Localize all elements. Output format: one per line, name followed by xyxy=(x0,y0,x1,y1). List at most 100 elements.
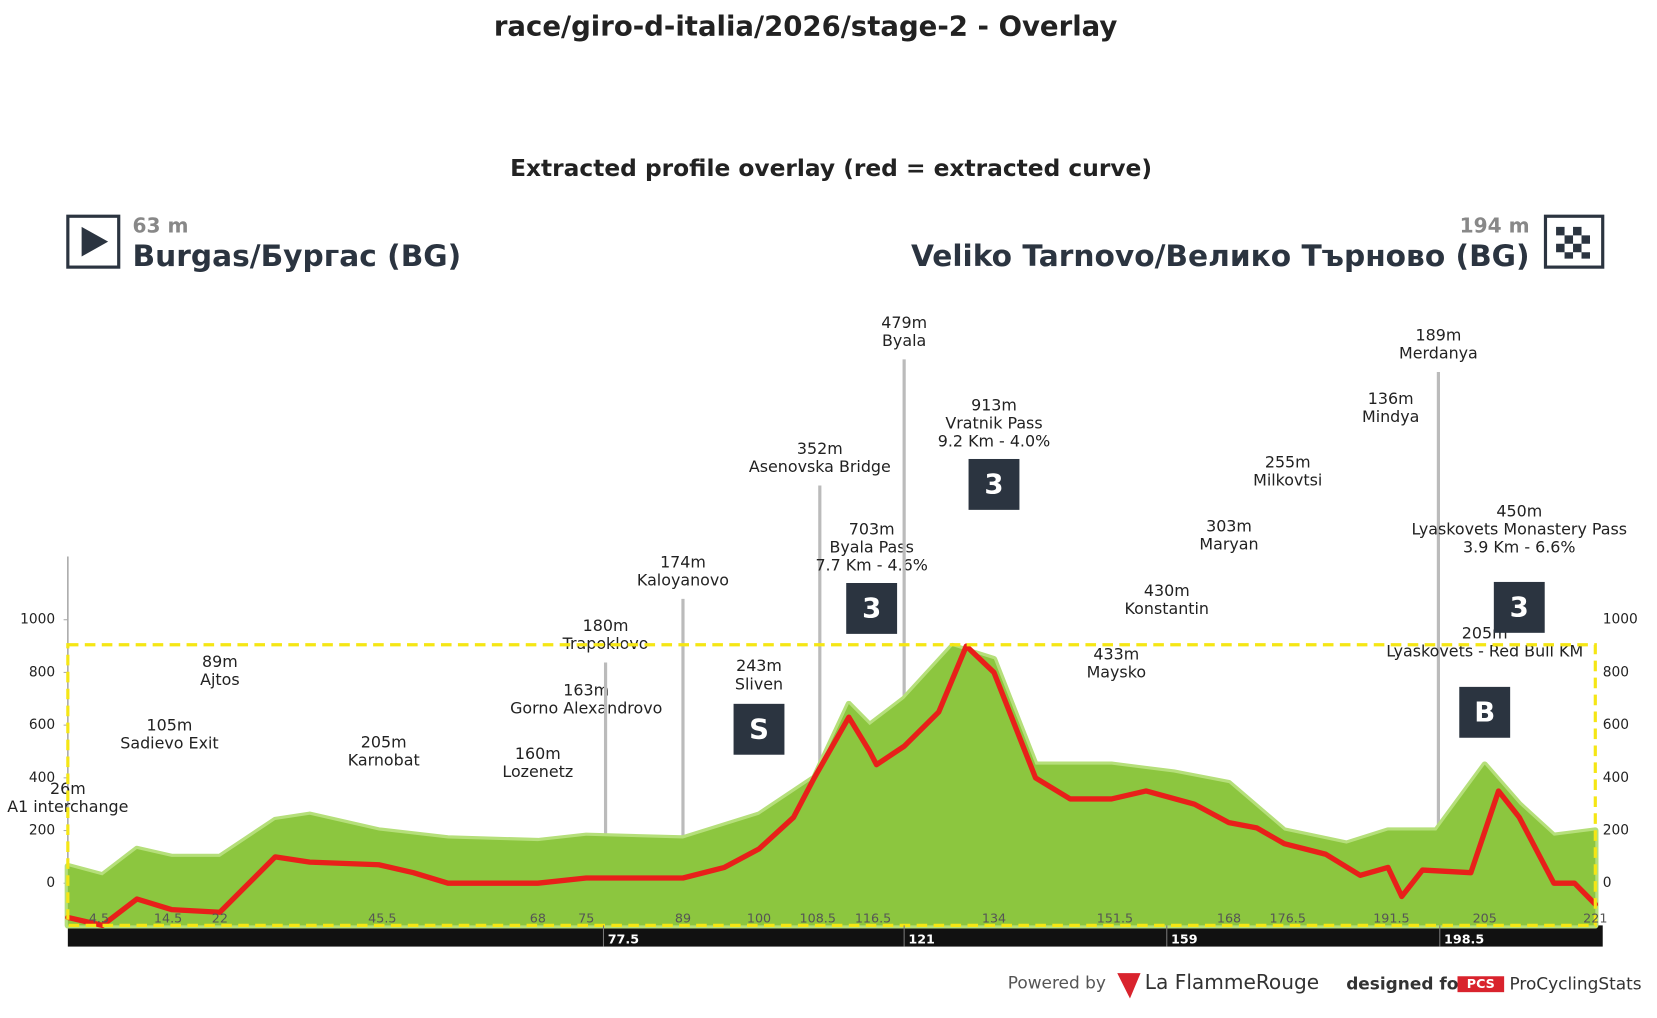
y-tick-label-right: 600 xyxy=(1603,717,1629,733)
x-tick-label: 151.5 xyxy=(1097,911,1133,926)
y-tick-label-right: 400 xyxy=(1603,770,1629,786)
footer-brand: La FlammeRouge xyxy=(1145,970,1319,994)
waypoint-elevation: 105m xyxy=(147,716,193,735)
waypoint-name: Byala Pass xyxy=(829,538,913,557)
x-tick-label: 205 xyxy=(1473,911,1497,926)
y-tick-label-right: 200 xyxy=(1603,823,1629,839)
y-tick-label-right: 1000 xyxy=(1603,612,1638,628)
waypoint-elevation: 26m xyxy=(50,779,86,798)
waypoint-icon xyxy=(1493,581,1545,633)
waypoint-elevation: 430m xyxy=(1144,581,1190,600)
waypoint-icon xyxy=(846,582,898,634)
waypoint-elevation: 243m xyxy=(736,656,782,675)
waypoint-icon-label: 3 xyxy=(1510,591,1529,623)
waypoint-detail: 3.9 Km - 6.6% xyxy=(1463,538,1575,557)
waypoint-icon xyxy=(968,458,1020,510)
x-tick-label: 176.5 xyxy=(1270,911,1306,926)
waypoint-detail: 7.7 Km - 4.6% xyxy=(815,556,927,575)
bar-tick-label: 121 xyxy=(908,932,935,947)
x-tick-label: 68 xyxy=(530,911,546,926)
start-arrow xyxy=(81,226,109,257)
x-tick-label: 134 xyxy=(982,911,1006,926)
finish-altitude: 194 m xyxy=(1460,213,1530,237)
y-tick-label: 0 xyxy=(46,875,55,891)
waypoint-name: Konstantin xyxy=(1125,599,1209,618)
waypoint-name: Gorno Alexandrovo xyxy=(510,699,662,718)
y-tick-label: 1000 xyxy=(20,612,55,628)
waypoint-name: Merdanya xyxy=(1399,344,1478,363)
waypoint-name: Sadievo Exit xyxy=(120,734,218,753)
bar-tick-label: 77.5 xyxy=(608,932,639,947)
waypoint-elevation: 913m xyxy=(971,395,1017,414)
bar-tick-label: 159 xyxy=(1171,932,1198,947)
x-tick-label: 22 xyxy=(212,911,228,926)
waypoint-name: Vratnik Pass xyxy=(945,413,1042,432)
y-tick-label: 800 xyxy=(29,664,55,680)
profile-fill xyxy=(67,646,1596,926)
x-tick-label: 191.5 xyxy=(1373,911,1409,926)
waypoint-name: Maryan xyxy=(1199,534,1258,553)
y-tick-label-right: 0 xyxy=(1603,875,1612,891)
x-tick-label: 89 xyxy=(675,911,691,926)
finish-flag xyxy=(1556,226,1590,259)
waypoint-icon-label: B xyxy=(1474,696,1495,728)
page-title: race/giro-d-italia/2026/stage-2 - Overla… xyxy=(494,11,1118,43)
waypoint-icon xyxy=(733,703,785,755)
x-tick-label: 4.5 xyxy=(89,911,109,926)
waypoint-elevation: 450m xyxy=(1496,501,1542,520)
y-tick-label: 200 xyxy=(29,823,55,839)
waypoint-name: A1 interchange xyxy=(7,797,128,816)
y-tick-label: 600 xyxy=(29,717,55,733)
start-altitude: 63 m xyxy=(133,213,189,237)
x-tick-label: 221 xyxy=(1583,911,1607,926)
waypoint-name: Ajtos xyxy=(200,670,240,689)
y-tick-label-right: 800 xyxy=(1603,664,1629,680)
x-tick-label: 14.5 xyxy=(154,911,182,926)
waypoint-name: Sliven xyxy=(735,674,783,693)
brand-logo xyxy=(1117,973,1141,999)
waypoint-elevation: 160m xyxy=(515,744,561,763)
finish-icon xyxy=(1543,214,1605,269)
footer-powered: Powered by xyxy=(1008,973,1106,993)
finish-name: Veliko Tarnovo/Велико Търново (BG) xyxy=(911,238,1530,273)
waypoint-name: Karnobat xyxy=(348,751,420,770)
x-tick-label: 108.5 xyxy=(800,911,836,926)
x-tick-label: 100 xyxy=(747,911,771,926)
waypoint-name: Mindya xyxy=(1362,407,1419,426)
waypoint-name: Asenovska Bridge xyxy=(749,457,891,476)
waypoint-name: Maysko xyxy=(1087,663,1147,682)
waypoint-elevation: 703m xyxy=(849,520,895,539)
waypoint-name: Lozenetz xyxy=(502,762,573,781)
waypoint-name: Kaloyanovo xyxy=(637,570,729,589)
x-tick-label: 75 xyxy=(578,911,594,926)
waypoint-elevation: 433m xyxy=(1093,645,1139,664)
waypoint-elevation: 205m xyxy=(361,733,407,752)
waypoint-elevation: 189m xyxy=(1416,326,1462,345)
waypoint-elevation: 352m xyxy=(797,439,843,458)
waypoint-icon-label: 3 xyxy=(984,468,1003,500)
x-tick-label: 45.5 xyxy=(368,911,396,926)
footer-pcs-name: ProCyclingStats xyxy=(1509,974,1641,994)
pcs-badge xyxy=(1457,976,1505,993)
waypoint-elevation: 479m xyxy=(881,313,927,332)
waypoint-elevation: 174m xyxy=(660,552,706,571)
waypoint-icon xyxy=(1459,686,1511,738)
y-tick-label: 400 xyxy=(29,770,55,786)
waypoint-name: Milkovtsi xyxy=(1253,471,1322,490)
start-name: Burgas/Бургас (BG) xyxy=(133,238,462,273)
canvas: race/giro-d-italia/2026/stage-2 - Overla… xyxy=(7,11,1642,999)
x-tick-label: 116.5 xyxy=(855,911,891,926)
distance-bar xyxy=(67,925,1603,947)
waypoint-name: Byala xyxy=(882,331,926,350)
waypoint-detail: 9.2 Km - 4.0% xyxy=(938,432,1050,451)
waypoint-icon-label: 3 xyxy=(862,592,881,624)
extracted-line xyxy=(65,643,1598,929)
waypoint-elevation: 163m xyxy=(563,681,609,700)
start-icon xyxy=(66,214,121,269)
plot: 0 0 200 200 400 400 600 600 800 800 1000 1000 26mA1 … xyxy=(7,313,1638,947)
waypoint-name: Trapoklovo xyxy=(562,634,649,653)
waypoint-icon-label: S xyxy=(749,713,769,745)
bar-tick-label: 198.5 xyxy=(1444,932,1484,947)
waypoint-elevation: 180m xyxy=(583,616,629,635)
